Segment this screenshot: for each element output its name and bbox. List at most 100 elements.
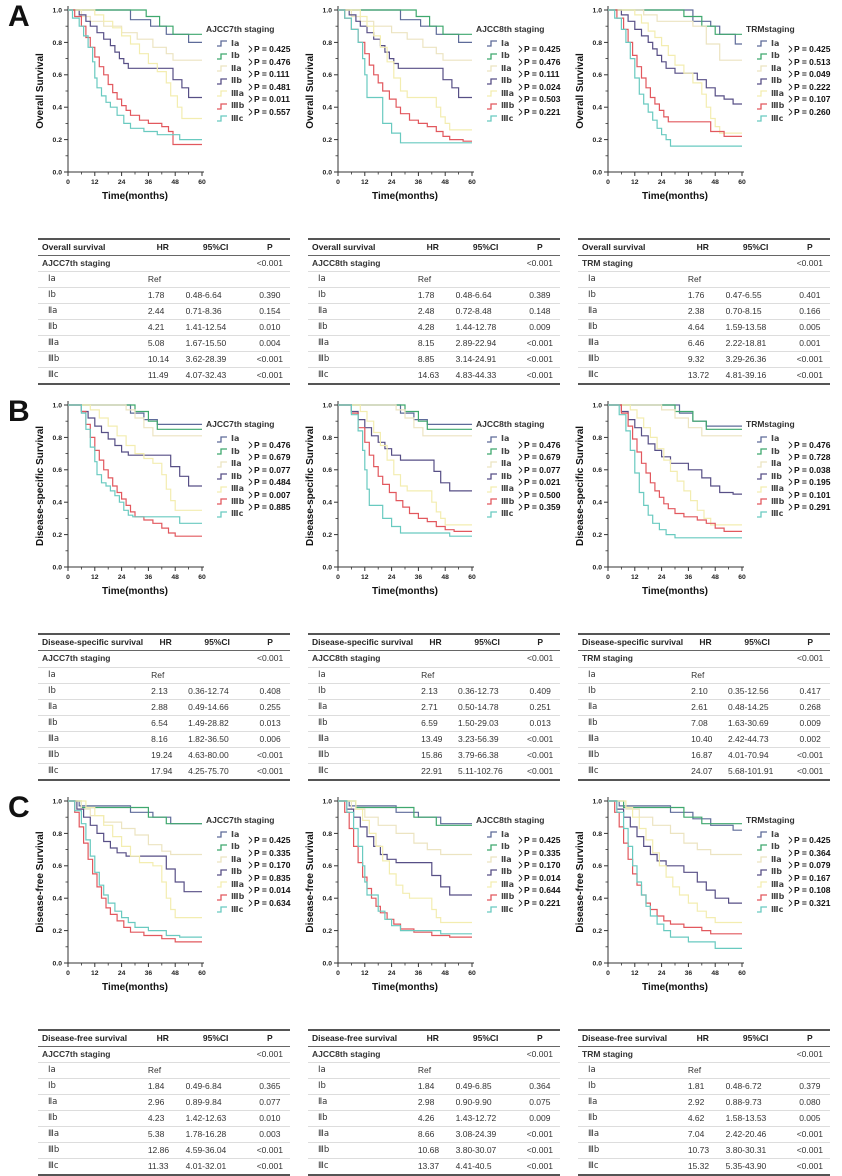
legend-p-values: > P = 0.425 > P = 0.476 > P = 0.111 > P = 0.024… xyxy=(518,41,561,121)
step-line-icon xyxy=(487,906,497,913)
step-line-glyph xyxy=(217,436,227,443)
step-line-icon xyxy=(487,486,497,493)
ci-value: 3.14-24.91 xyxy=(455,354,497,365)
legend-group-label: Ⅲc xyxy=(771,509,784,519)
hr-value: 8.15 xyxy=(417,338,435,349)
km-curve-Ⅲc xyxy=(68,404,202,525)
km-curve-Ⅰa xyxy=(608,800,742,831)
legend-p-values: > P = 0.476 > P = 0.679 > P = 0.077 > P = 0.021… xyxy=(518,436,560,516)
ci-value: 0.70-8.15 xyxy=(725,306,762,317)
legend-group-label: Ⅲa xyxy=(771,879,784,889)
legend-item: Ⅲc xyxy=(216,507,292,520)
panel-C-tables: Disease-free survival HR 95%CI P AJCC7th sta… xyxy=(38,1028,842,1176)
step-line-glyph xyxy=(217,473,227,480)
step-line-glyph xyxy=(757,65,767,72)
column-header: P xyxy=(807,637,814,648)
section-label: AJCC7th staging xyxy=(42,258,111,269)
table-row: Ⅲb 10.14 3.62-28.39 <0.001 xyxy=(38,352,290,368)
step-line-icon xyxy=(217,473,227,480)
y-tick-label: 1.0 xyxy=(593,798,603,805)
section-label: AJCC8th staging xyxy=(312,653,381,664)
legend-body: Ⅰa Ⅰb Ⅱa Ⅱb Ⅲa Ⅲb Ⅲc > P = 0.425 > P = 0.513 > P = 0… xyxy=(746,37,832,125)
legend-group-label: Ⅰa xyxy=(231,829,240,839)
km-curve-Ⅱb xyxy=(608,800,742,904)
step-line-icon xyxy=(757,486,767,493)
step-line-icon xyxy=(487,856,497,863)
p-value: 0.009 xyxy=(529,1113,551,1124)
y-tick-label: 1.0 xyxy=(593,7,603,14)
pairwise-p-value: > P = 0.321 xyxy=(788,894,830,911)
table-header-row: Overall survival HR 95%CI P xyxy=(578,239,830,256)
panel-C-plots: 0 12 24 36 48 60 0.0 0.2 0.4 0.6 0.8 1.0 Time(months… xyxy=(34,791,842,1025)
p-value-text: P = 0.014 xyxy=(523,872,561,883)
step-line-icon xyxy=(757,856,767,863)
step-line-icon xyxy=(487,473,497,480)
legend-group-label: Ⅲa xyxy=(501,879,514,889)
y-tick-label: 0.2 xyxy=(323,532,333,539)
legend-group-label: Ⅲb xyxy=(501,892,515,902)
step-line-glyph xyxy=(757,906,767,913)
km-curve-Ⅲc xyxy=(338,9,472,144)
legend-title: AJCC8th staging xyxy=(476,419,545,430)
hr-value: Ref xyxy=(417,1064,432,1075)
legend-group-label: Ⅱa xyxy=(501,459,512,469)
legend-item: Ⅰb xyxy=(486,840,562,853)
step-line-glyph xyxy=(487,856,497,863)
pairwise-p-value: > P = 0.014 xyxy=(518,869,561,887)
table-header: Disease-specific survival HR 95%CI P xyxy=(308,634,560,651)
x-tick-label: 24 xyxy=(118,574,126,581)
stage-label: Ⅲa xyxy=(48,733,60,744)
stage-label: Ⅰb xyxy=(588,290,596,301)
legend-item: Ⅲa xyxy=(756,482,832,495)
panel-A-plots: 0 12 24 36 48 60 0.0 0.2 0.4 0.6 0.8 1.0 Time(months… xyxy=(34,0,842,234)
table-row: Ⅰa Ref xyxy=(38,1062,290,1079)
hr-value: 13.37 xyxy=(417,1161,440,1172)
stage-label: Ⅲa xyxy=(318,338,330,349)
km-curve-Ⅲb xyxy=(68,9,202,146)
column-header: P xyxy=(266,242,273,252)
table-row: Ⅲa 8.66 3.08-24.39 <0.001 xyxy=(308,1127,560,1143)
y-axis-label: Disease-specific Survival xyxy=(35,426,46,546)
legend-group-label: Ⅰb xyxy=(771,842,780,852)
table-row: Ⅱa 2.96 0.89-9.84 0.077 xyxy=(38,1095,290,1111)
table-row: Ⅰb 2.13 0.36-12.74 0.408 xyxy=(38,683,290,700)
legend-item: Ⅱb xyxy=(486,865,562,878)
km-curve-Ⅰb xyxy=(68,404,202,431)
legend-title: TRMstaging xyxy=(746,814,795,825)
pairwise-p-value: > P = 0.484 xyxy=(248,473,290,491)
hr-value: 4.28 xyxy=(417,322,435,333)
hr-value: 2.48 xyxy=(417,306,435,317)
step-line-icon xyxy=(217,831,227,838)
ci-value: 0.49-6.85 xyxy=(455,1080,492,1091)
p-value: 0.009 xyxy=(529,322,551,333)
step-line-glyph xyxy=(757,473,767,480)
step-line-glyph xyxy=(487,906,497,913)
y-tick-label: 0.4 xyxy=(593,105,603,112)
table-row: Ⅱb 4.21 1.41-12.54 0.010 xyxy=(38,320,290,336)
hr-value: 6.54 xyxy=(151,717,168,728)
bracket-glyph: > xyxy=(248,473,253,491)
step-line-icon xyxy=(217,511,227,518)
legend-p-values: > P = 0.425 > P = 0.364 > P = 0.079 > P = 0.167… xyxy=(788,832,830,912)
km-chart: 0 12 24 36 48 60 0.0 0.2 0.4 0.6 0.8 1.0 Time(months… xyxy=(574,0,836,234)
p-value-text: P = 0.476 xyxy=(523,56,561,67)
p-value-text: P = 0.835 xyxy=(253,872,291,883)
step-line-glyph xyxy=(757,856,767,863)
table-body: AJCC7th staging <0.001 Ⅰa Ref Ⅰb 2.13 0.36-12.… xyxy=(38,651,290,780)
table-header: Disease-free survival HR 95%CI P xyxy=(578,1029,830,1047)
km-curve-Ⅲa xyxy=(338,404,472,526)
p-value-text: P = 0.170 xyxy=(253,860,291,871)
step-line-glyph xyxy=(487,486,497,493)
km-chart: 0 12 24 36 48 60 0.0 0.2 0.4 0.6 0.8 1.0 Time(months… xyxy=(574,395,836,629)
legend-group-label: Ⅰa xyxy=(501,38,510,48)
table-row: Ⅱa 2.92 0.88-9.73 0.080 xyxy=(578,1095,830,1111)
stage-label: Ⅲa xyxy=(588,1129,600,1140)
legend-item: Ⅲb xyxy=(216,495,292,508)
table-row: Ⅱb 4.62 1.58-13.53 0.005 xyxy=(578,1111,830,1127)
p-value-text: P = 0.481 xyxy=(253,81,291,92)
p-value-text: P = 0.221 xyxy=(523,106,561,117)
ci-value xyxy=(724,667,790,683)
table-header-row: Disease-free survival HR 95%CI P xyxy=(308,1029,560,1047)
step-line-icon xyxy=(757,53,767,60)
bracket-glyph: > xyxy=(518,869,523,887)
